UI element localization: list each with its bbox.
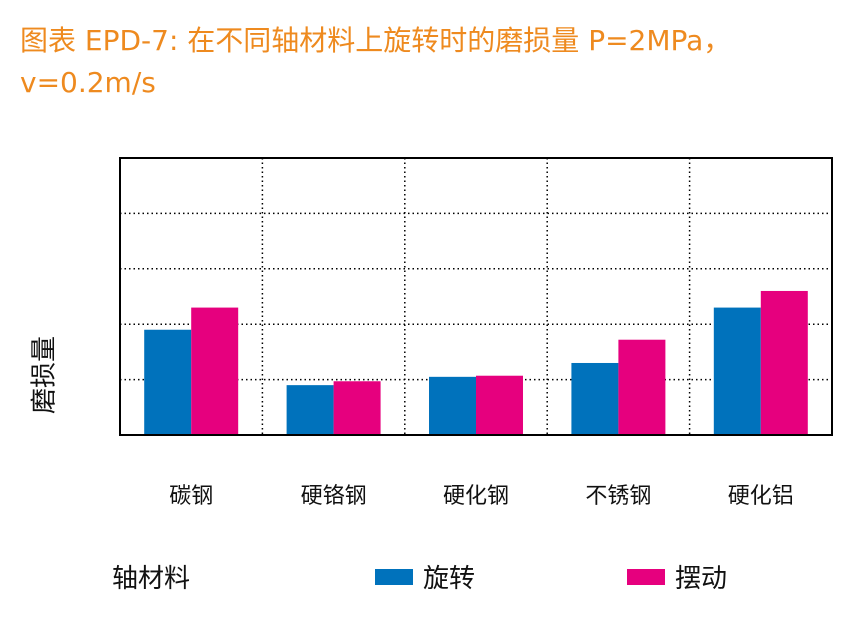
legend-swatch-oscillation — [627, 568, 665, 585]
x-tick-label: 硬化钢 — [443, 484, 509, 509]
chart-title: 图表 EPD-7: 在不同轴材料上旋转时的磨损量 P=2MPa，v=0.2m/s — [20, 24, 732, 99]
bar-rotation — [429, 376, 476, 435]
plot-frame — [119, 157, 833, 436]
legend-label-rotation: 旋转 — [423, 564, 476, 594]
bar-rotation — [286, 385, 334, 435]
bar-oscillation — [760, 290, 808, 435]
bar-rotation — [713, 307, 761, 435]
legend-label-oscillation: 摆动 — [675, 564, 728, 594]
bar-oscillation — [476, 375, 523, 435]
x-tick-label: 硬化铝 — [728, 484, 794, 509]
legend-item-rotation: 旋转 — [375, 558, 475, 595]
bar-oscillation — [191, 307, 239, 435]
bar-rotation — [144, 329, 192, 435]
bar-oscillation — [333, 381, 381, 435]
legend-item-oscillation: 摆动 — [627, 558, 727, 595]
legend-swatch-rotation — [375, 568, 413, 585]
bar-rotation — [571, 362, 619, 435]
x-axis-label: 轴材料 — [112, 564, 191, 594]
x-tick-label: 不锈钢 — [585, 484, 651, 509]
x-tick-label: 碳钢 — [169, 484, 213, 509]
x-tick-label: 硬铬钢 — [301, 484, 367, 509]
bar-oscillation — [618, 339, 666, 435]
